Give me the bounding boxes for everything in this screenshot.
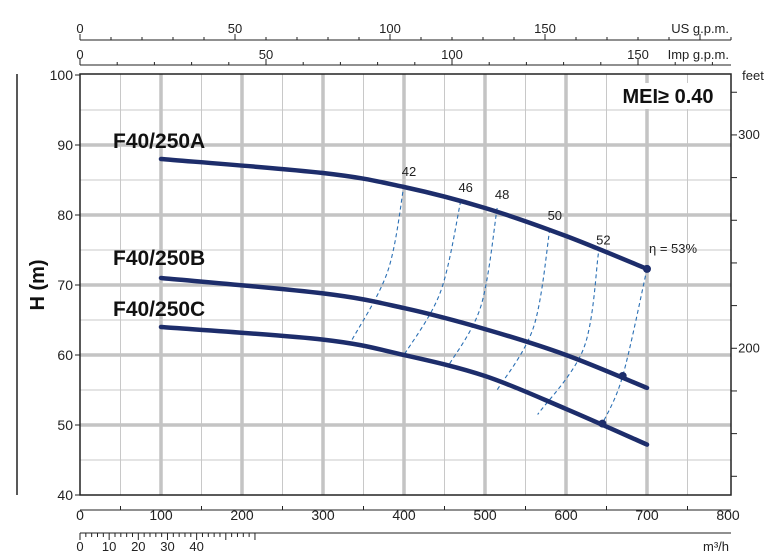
efficiency-marker: [598, 419, 607, 428]
ls-tick-label: 10: [102, 539, 116, 554]
grid: [80, 74, 731, 495]
feet-tick-label: 300: [738, 127, 760, 142]
x-tick-label: 600: [554, 507, 578, 523]
y-tick-label: 80: [57, 207, 73, 223]
y-tick-label: 60: [57, 347, 73, 363]
us-gpm-tick-label: 0: [76, 21, 83, 36]
x-tick-label: 400: [392, 507, 416, 523]
us-gpm-tick-label: 150: [534, 21, 556, 36]
x-tick-label: 0: [76, 507, 84, 523]
y-tick-label: 90: [57, 137, 73, 153]
x-tick-label: 200: [230, 507, 254, 523]
efficiency-curves: 42 46 48 50 52 η = 53%: [350, 164, 698, 424]
efficiency-label: η = 53%: [649, 241, 698, 256]
pump-curve: [158, 324, 650, 447]
ls-tick-label: 20: [131, 539, 145, 554]
series-label: F40/250C: [113, 298, 205, 321]
x-tick-label: 100: [149, 507, 173, 523]
series-label: F40/250A: [113, 130, 205, 153]
feet-tick-label: 200: [738, 340, 760, 355]
efficiency-label: 48: [495, 187, 509, 202]
efficiency-curve: [403, 200, 462, 356]
efficiency-curve: [601, 268, 648, 424]
efficiency-label: 50: [548, 208, 562, 223]
x-tick-label: 700: [635, 507, 659, 523]
series-label: F40/250B: [113, 247, 205, 270]
efficiency-marker: [618, 372, 627, 380]
pump-curve: [158, 156, 650, 272]
us-gpm-tick-label: 50: [228, 21, 242, 36]
efficiency-label: 46: [458, 180, 472, 195]
imp-gpm-tick-label: 0: [76, 47, 83, 62]
pump-curve: [158, 275, 650, 391]
imp-gpm-tick-label: 50: [259, 47, 273, 62]
x-tick-label: 500: [473, 507, 497, 523]
mei-label: MEI≥ 0.40: [622, 86, 713, 108]
y-tick-label: 50: [57, 417, 73, 433]
imp-gpm-tick-label: 100: [441, 47, 463, 62]
efficiency-label: 52: [596, 233, 610, 248]
ls-tick-label: 0: [76, 539, 83, 554]
x-tick-label: 300: [311, 507, 335, 523]
efficiency-curve: [537, 253, 599, 415]
us-gpm-unit: US g.p.m.: [671, 21, 729, 36]
efficiency-curve: [350, 184, 405, 342]
right-axis-unit: feet: [742, 68, 764, 83]
x-tick-label: 800: [716, 507, 740, 523]
y-tick-label: 70: [57, 277, 73, 293]
imp-gpm-unit: Imp g.p.m.: [668, 47, 729, 62]
us-gpm-tick-label: 100: [379, 21, 401, 36]
y-tick-label: 100: [50, 67, 74, 83]
y-tick-label: 40: [57, 487, 73, 503]
efficiency-curve: [448, 207, 498, 366]
pump-curves: F40/250A F40/250B F40/250C: [113, 130, 650, 447]
imp-gpm-tick-label: 150: [627, 47, 649, 62]
efficiency-curve: [496, 228, 551, 391]
efficiency-marker: [643, 264, 651, 273]
mei-badge: MEI≥ 0.40: [608, 83, 726, 109]
efficiency-label: 42: [402, 164, 416, 179]
bottom-axis-unit: m³/h: [703, 539, 729, 554]
ls-tick-label: 30: [160, 539, 174, 554]
mei-badge-bg: [608, 83, 726, 109]
ls-tick-label: 40: [189, 539, 203, 554]
y-axis-label: H (m): [27, 259, 49, 310]
